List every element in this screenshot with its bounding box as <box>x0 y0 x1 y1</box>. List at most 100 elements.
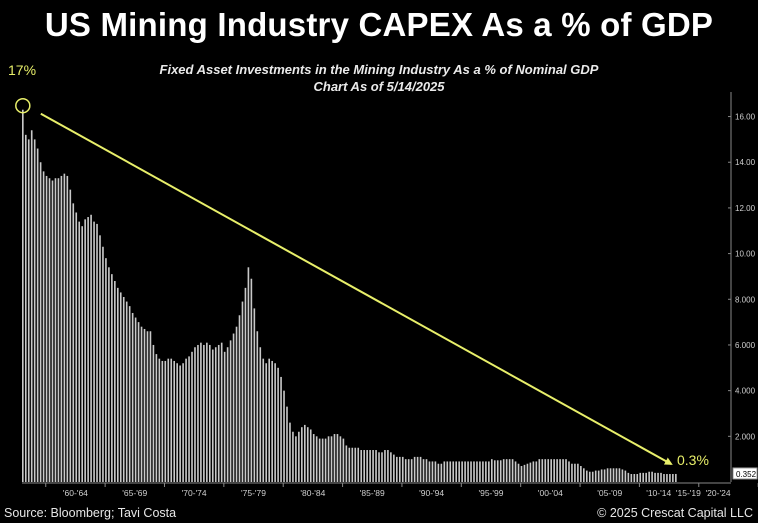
bar <box>78 221 81 482</box>
bar <box>137 322 140 482</box>
bar <box>336 434 339 482</box>
bar <box>422 459 425 482</box>
bar <box>425 459 428 482</box>
bar <box>45 175 48 482</box>
bar <box>152 344 155 482</box>
bar <box>182 363 184 482</box>
bar <box>508 459 511 482</box>
bar <box>633 474 636 482</box>
bar <box>143 328 146 482</box>
bar <box>520 466 523 482</box>
bar <box>247 267 250 482</box>
copyright-text: © 2025 Crescat Capital LLC <box>597 506 753 520</box>
bar <box>75 212 78 483</box>
bar <box>357 447 360 482</box>
bar <box>24 134 27 482</box>
bar <box>54 178 57 482</box>
bar <box>654 472 656 482</box>
bar <box>443 461 446 482</box>
bar <box>446 461 449 482</box>
bar <box>51 180 54 482</box>
bar <box>301 427 303 482</box>
bar <box>22 109 24 482</box>
bar <box>464 461 466 482</box>
bar <box>606 468 609 482</box>
bar <box>585 470 588 482</box>
bar <box>66 175 69 482</box>
bar <box>158 358 161 482</box>
bar <box>413 456 416 482</box>
bar <box>27 139 30 482</box>
bar <box>206 342 208 482</box>
x-tick-label: '20-'24 <box>706 488 731 498</box>
bar <box>565 459 567 482</box>
bar <box>615 468 618 482</box>
bar <box>562 459 564 482</box>
x-tick-label: '95-'99 <box>478 488 503 498</box>
bar <box>60 175 63 482</box>
bar <box>663 474 665 482</box>
bar <box>119 292 122 482</box>
bar <box>428 461 431 482</box>
bar <box>609 468 612 482</box>
bar <box>672 474 674 482</box>
x-tick-label: '80-'84 <box>300 488 325 498</box>
bar <box>161 360 164 482</box>
bar <box>642 472 645 482</box>
bar <box>493 460 496 482</box>
bar <box>485 461 487 482</box>
bar <box>39 162 42 483</box>
x-tick-label: '10-'14 <box>646 488 671 498</box>
bar <box>226 347 229 482</box>
y-tick-label: 2.000 <box>735 432 756 441</box>
bar <box>363 450 365 482</box>
bar <box>603 469 606 482</box>
bar <box>93 221 95 482</box>
start-annotation: 17% <box>8 62 37 78</box>
bar <box>434 461 437 482</box>
bar <box>140 326 143 482</box>
bar <box>419 456 422 482</box>
bar <box>167 358 170 482</box>
bar <box>241 301 244 482</box>
bar <box>280 376 282 482</box>
bar <box>574 463 576 482</box>
bar <box>105 258 107 482</box>
bar <box>327 436 330 482</box>
bar <box>298 431 300 482</box>
bar <box>194 347 196 482</box>
bar <box>571 463 573 482</box>
bar <box>30 130 33 482</box>
bar <box>309 429 312 482</box>
last-value-box <box>732 467 758 480</box>
bar <box>482 461 484 482</box>
bar <box>99 235 101 482</box>
x-tick-label: '70-'74 <box>182 488 207 498</box>
bar <box>583 468 585 482</box>
bar <box>223 351 226 482</box>
bar <box>253 308 256 482</box>
bar <box>502 459 505 482</box>
bar <box>612 468 615 482</box>
bar <box>639 472 642 482</box>
bar <box>568 461 570 482</box>
bar <box>342 438 345 482</box>
bar <box>577 463 579 482</box>
x-tick-label: '65-'69 <box>122 488 147 498</box>
bar <box>600 469 603 482</box>
bar <box>146 331 149 482</box>
bar <box>675 473 677 482</box>
bar <box>550 459 552 482</box>
bar <box>203 344 205 482</box>
bar <box>541 459 544 482</box>
bar <box>372 450 374 482</box>
bar <box>499 460 502 482</box>
bar <box>660 472 662 482</box>
bar <box>396 456 398 482</box>
bar <box>36 148 39 482</box>
bar <box>188 356 190 482</box>
bar <box>511 459 514 482</box>
start-highlight-circle <box>15 97 31 114</box>
source-text: Source: Bloomberg; Tavi Costa <box>4 506 177 520</box>
